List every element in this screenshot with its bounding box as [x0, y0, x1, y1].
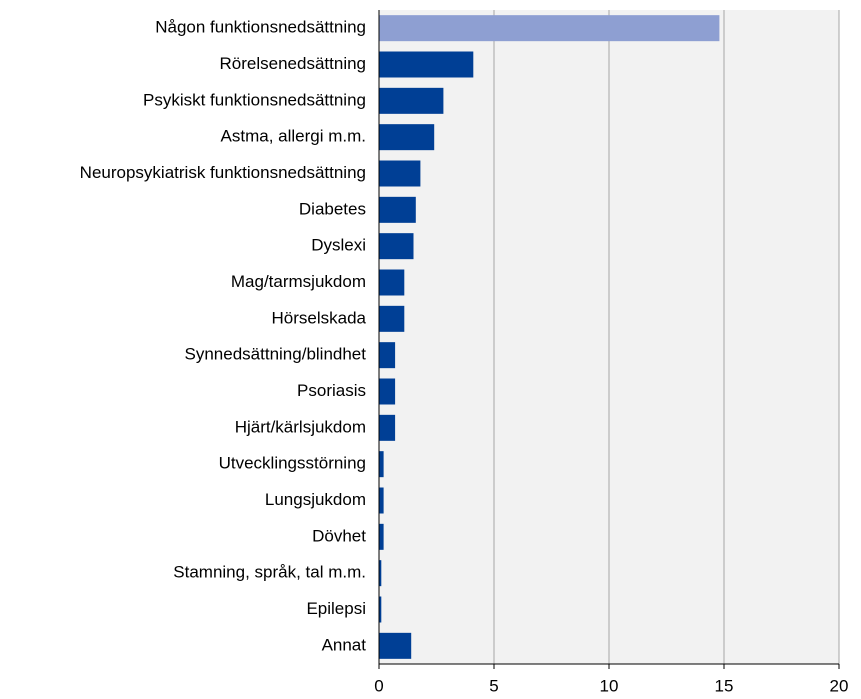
y-tick-label: Utvecklingsstörning	[219, 454, 366, 473]
y-tick-label: Hjärt/kärlsjukdom	[235, 417, 366, 436]
x-tick-label: 15	[715, 676, 734, 695]
y-tick-label: Psoriasis	[297, 381, 366, 400]
bar	[379, 523, 384, 550]
bar	[379, 487, 384, 514]
x-tick-label: 0	[374, 676, 383, 695]
x-tick-label: 10	[600, 676, 619, 695]
y-tick-label: Psykiskt funktionsnedsättning	[143, 90, 366, 109]
y-tick-label: Neuropsykiatrisk funktionsnedsättning	[80, 163, 366, 182]
y-tick-label: Mag/tarmsjukdom	[231, 272, 366, 291]
x-tick-label: 20	[830, 676, 849, 695]
y-tick-label: Dövhet	[312, 526, 366, 545]
bar	[379, 342, 396, 369]
y-tick-label: Stamning, språk, tal m.m.	[173, 563, 366, 582]
y-tick-label: Annat	[322, 635, 367, 654]
bar	[379, 269, 405, 296]
bar	[379, 160, 421, 187]
y-tick-label: Lungsjukdom	[265, 490, 366, 509]
bar	[379, 124, 435, 151]
x-tick-label: 5	[489, 676, 498, 695]
bar	[379, 378, 396, 405]
bar	[379, 233, 414, 260]
y-tick-label: Någon funktionsnedsättning	[155, 18, 366, 37]
bar	[379, 196, 416, 223]
y-tick-label: Dyslexi	[311, 236, 366, 255]
bar	[379, 451, 384, 478]
y-tick-label: Rörelsenedsättning	[220, 54, 366, 73]
bar	[379, 596, 382, 623]
bar	[379, 632, 412, 659]
bar	[379, 87, 444, 114]
bar	[379, 51, 474, 78]
bar	[379, 15, 720, 42]
bar	[379, 305, 405, 332]
y-tick-label: Synnedsättning/blindhet	[185, 345, 367, 364]
y-tick-label: Diabetes	[299, 199, 366, 218]
bar	[379, 414, 396, 441]
y-tick-label: Epilepsi	[306, 599, 366, 618]
bar	[379, 560, 382, 587]
y-tick-label: Astma, allergi m.m.	[221, 127, 366, 146]
y-tick-label: Hörselskada	[272, 308, 367, 327]
